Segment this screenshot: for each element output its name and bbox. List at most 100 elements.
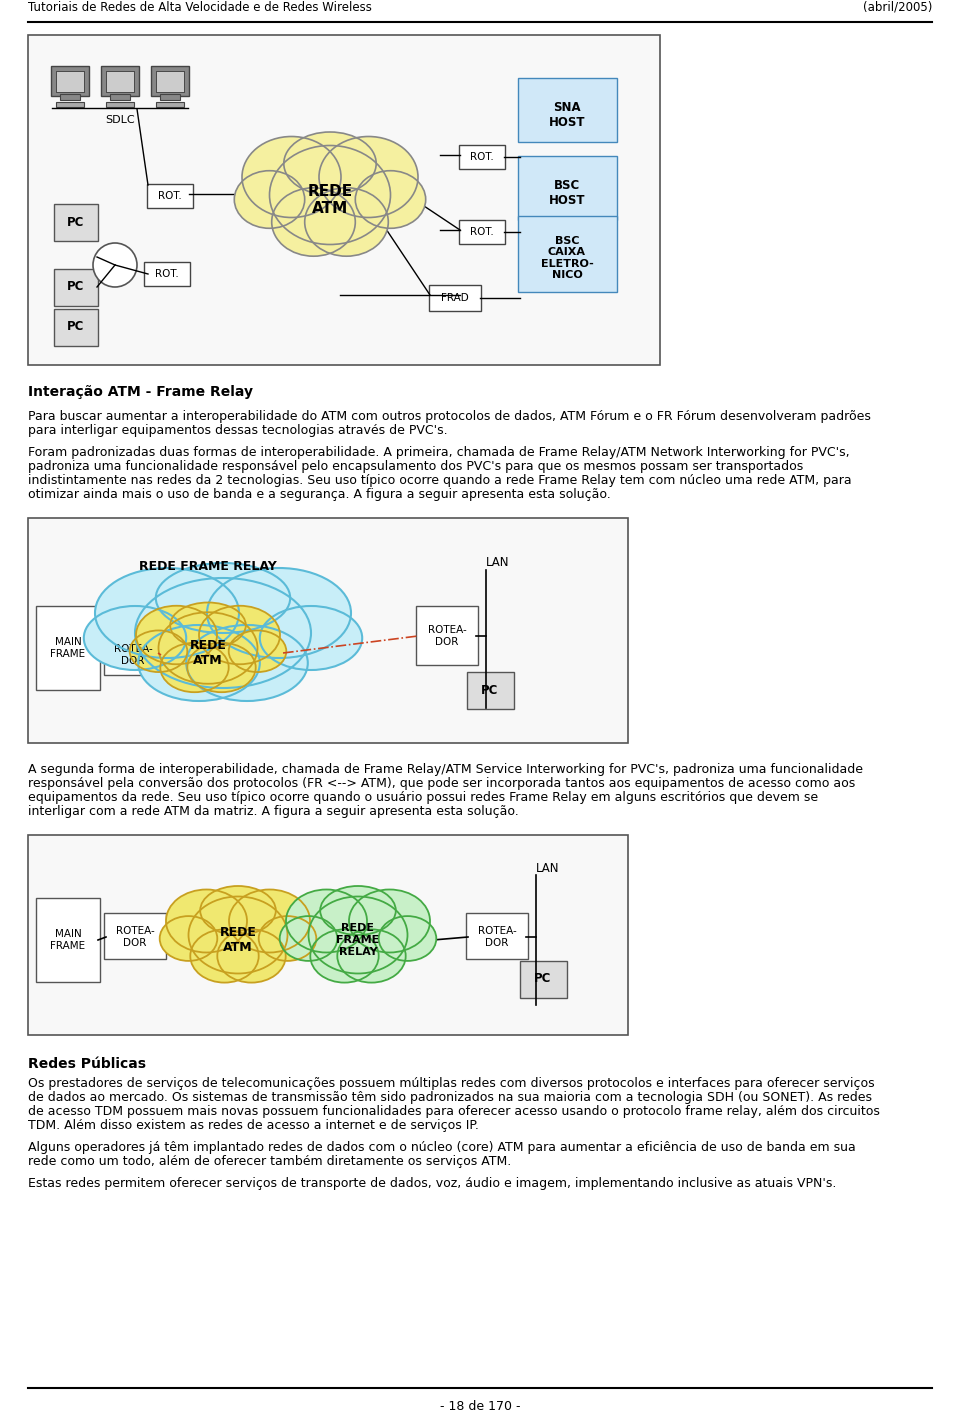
Ellipse shape [270,145,391,244]
Text: Alguns operadores já têm implantado redes de dados com o núcleo (core) ATM para : Alguns operadores já têm implantado rede… [28,1141,855,1154]
Ellipse shape [158,613,257,683]
Text: LAN: LAN [486,556,510,569]
Ellipse shape [321,885,396,935]
Ellipse shape [355,171,425,229]
Ellipse shape [187,642,255,692]
Ellipse shape [136,606,217,664]
FancyBboxPatch shape [459,145,505,169]
Text: REDE
ATM: REDE ATM [220,926,256,955]
FancyBboxPatch shape [104,631,163,675]
FancyBboxPatch shape [520,962,567,998]
Text: Os prestadores de serviços de telecomunicações possuem múltiplas redes com diver: Os prestadores de serviços de telecomuni… [28,1077,875,1090]
Ellipse shape [272,188,355,256]
FancyBboxPatch shape [429,285,481,311]
FancyBboxPatch shape [518,155,617,220]
FancyBboxPatch shape [54,203,98,241]
Text: REDE FRAME RELAY: REDE FRAME RELAY [139,559,276,572]
Text: REDE
FRAME
RELAY: REDE FRAME RELAY [336,923,379,956]
FancyBboxPatch shape [459,220,505,244]
Text: responsável pela conversão dos protocolos (FR <--> ATM), que pode ser incorporad: responsável pela conversão dos protocolo… [28,777,855,789]
Ellipse shape [201,885,276,935]
Text: REDE
ATM: REDE ATM [189,640,227,666]
Text: REDE
ATM: REDE ATM [307,184,352,216]
Ellipse shape [310,929,378,983]
Circle shape [93,243,137,287]
Ellipse shape [319,137,418,217]
FancyBboxPatch shape [104,914,166,959]
Text: Estas redes permitem oferecer serviços de transporte de dados, voz, áudio e imag: Estas redes permitem oferecer serviços d… [28,1178,836,1190]
Text: ROT.: ROT. [470,227,493,237]
Ellipse shape [337,929,406,983]
Text: LAN: LAN [536,861,560,874]
Ellipse shape [159,916,217,962]
Ellipse shape [156,563,290,633]
FancyBboxPatch shape [101,66,139,96]
Text: ROTEA-
DOR: ROTEA- DOR [113,644,153,666]
Text: PC: PC [67,281,84,294]
Ellipse shape [286,890,367,953]
Ellipse shape [166,890,247,953]
Text: rede como um todo, além de oferecer também diretamente os serviços ATM.: rede como um todo, além de oferecer tamb… [28,1155,512,1168]
FancyBboxPatch shape [36,606,100,690]
FancyBboxPatch shape [54,309,98,346]
Ellipse shape [188,897,287,973]
Text: de dados ao mercado. Os sistemas de transmissão têm sido padronizados na sua mai: de dados ao mercado. Os sistemas de tran… [28,1091,872,1104]
Ellipse shape [95,568,239,658]
Ellipse shape [260,606,362,671]
Text: ROTEA-
DOR: ROTEA- DOR [478,926,516,947]
Text: indistintamente nas redes da 2 tecnologias. Seu uso típico ocorre quando a rede : indistintamente nas redes da 2 tecnologi… [28,474,852,487]
FancyBboxPatch shape [56,71,84,92]
FancyBboxPatch shape [416,606,478,665]
FancyBboxPatch shape [160,95,180,100]
FancyBboxPatch shape [28,518,628,743]
FancyBboxPatch shape [156,102,184,107]
Text: A segunda forma de interoperabilidade, chamada de Frame Relay/ATM Service Interw: A segunda forma de interoperabilidade, c… [28,762,863,777]
FancyBboxPatch shape [518,78,617,143]
Text: (abril/2005): (abril/2005) [863,1,932,14]
Ellipse shape [308,897,407,973]
Text: Para buscar aumentar a interoperabilidade do ATM com outros protocolos de dados,: Para buscar aumentar a interoperabilidad… [28,409,871,424]
Ellipse shape [186,626,308,700]
Ellipse shape [234,171,304,229]
Text: equipamentos da rede. Seu uso típico ocorre quando o usuário possui redes Frame : equipamentos da rede. Seu uso típico oco… [28,791,818,803]
Ellipse shape [228,630,286,672]
FancyBboxPatch shape [54,270,98,306]
Text: SNA
HOST: SNA HOST [549,102,586,128]
Ellipse shape [170,603,246,648]
FancyBboxPatch shape [106,102,134,107]
Ellipse shape [190,929,258,983]
Text: ROT.: ROT. [470,152,493,162]
Text: para interligar equipamentos dessas tecnologias através de PVC's.: para interligar equipamentos dessas tecn… [28,424,447,436]
FancyBboxPatch shape [144,263,190,287]
Ellipse shape [378,916,436,962]
FancyBboxPatch shape [36,898,100,981]
Text: PC: PC [67,321,84,333]
Text: Interação ATM - Frame Relay: Interação ATM - Frame Relay [28,385,253,400]
Text: interligar com a rede ATM da matriz. A figura a seguir apresenta esta solução.: interligar com a rede ATM da matriz. A f… [28,805,518,818]
Text: - 18 de 170 -: - 18 de 170 - [440,1401,520,1412]
FancyBboxPatch shape [147,184,193,208]
FancyBboxPatch shape [467,672,514,709]
FancyBboxPatch shape [28,35,660,364]
FancyBboxPatch shape [51,66,89,96]
Ellipse shape [199,606,280,664]
Ellipse shape [258,916,316,962]
Text: PC: PC [535,973,552,986]
Ellipse shape [349,890,430,953]
Ellipse shape [279,916,337,962]
Text: ROT.: ROT. [158,191,181,201]
FancyBboxPatch shape [156,71,184,92]
Text: otimizar ainda mais o uso de banda e a segurança. A figura a seguir apresenta es: otimizar ainda mais o uso de banda e a s… [28,489,611,501]
FancyBboxPatch shape [110,95,130,100]
Ellipse shape [138,626,260,700]
FancyBboxPatch shape [106,71,134,92]
FancyBboxPatch shape [56,102,84,107]
Ellipse shape [207,568,351,658]
Text: MAIN
FRAME: MAIN FRAME [51,637,85,659]
Ellipse shape [229,890,310,953]
FancyBboxPatch shape [466,914,528,959]
Text: BSC
CAIXA
ELETRO-
NICO: BSC CAIXA ELETRO- NICO [540,236,593,281]
Ellipse shape [217,929,286,983]
Text: Tutoriais de Redes de Alta Velocidade e de Redes Wireless: Tutoriais de Redes de Alta Velocidade e … [28,1,372,14]
Text: Foram padronizadas duas formas de interoperabilidade. A primeira, chamada de Fra: Foram padronizadas duas formas de intero… [28,446,850,459]
